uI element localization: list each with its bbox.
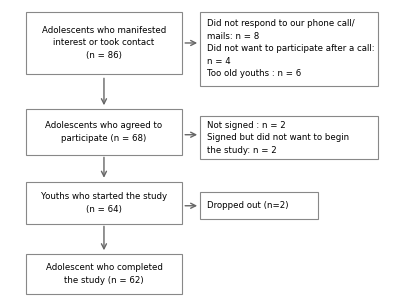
FancyBboxPatch shape bbox=[200, 12, 378, 86]
Text: Did not respond to our phone call/
mails: n = 8
Did not want to participate afte: Did not respond to our phone call/ mails… bbox=[207, 19, 375, 79]
Text: Youths who started the study
(n = 64): Youths who started the study (n = 64) bbox=[41, 192, 167, 214]
FancyBboxPatch shape bbox=[26, 254, 182, 294]
Text: Not signed : n = 2
Signed but did not want to begin
the study: n = 2: Not signed : n = 2 Signed but did not wa… bbox=[207, 121, 349, 155]
FancyBboxPatch shape bbox=[200, 116, 378, 159]
Text: Dropped out (n=2): Dropped out (n=2) bbox=[207, 201, 288, 210]
FancyBboxPatch shape bbox=[26, 109, 182, 155]
Text: Adolescents who agreed to
participate (n = 68): Adolescents who agreed to participate (n… bbox=[45, 121, 162, 143]
FancyBboxPatch shape bbox=[26, 182, 182, 223]
Text: Adolescent who completed
the study (n = 62): Adolescent who completed the study (n = … bbox=[46, 263, 162, 284]
FancyBboxPatch shape bbox=[200, 192, 318, 219]
Text: Adolescents who manifested
interest or took contact
(n = 86): Adolescents who manifested interest or t… bbox=[42, 26, 166, 60]
FancyBboxPatch shape bbox=[26, 12, 182, 74]
